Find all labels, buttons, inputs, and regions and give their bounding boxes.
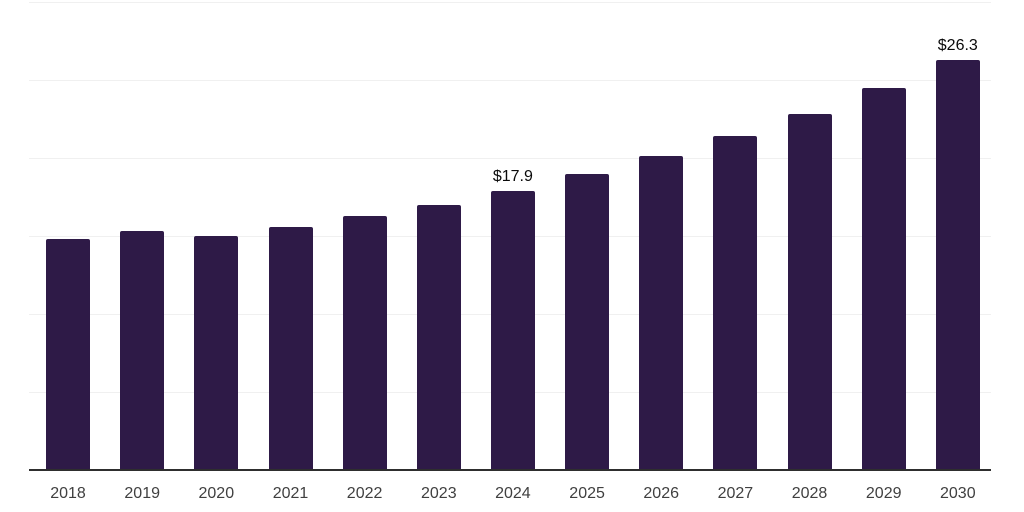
x-tick-label-2029: 2029 — [865, 485, 902, 502]
data-label-2030: $26.3 — [937, 36, 978, 54]
x-tick-label-2020: 2020 — [198, 485, 235, 502]
x-tick-label-2024: 2024 — [495, 485, 531, 502]
bar-2019 — [120, 231, 165, 470]
bar-2023 — [416, 204, 461, 470]
bar-2028 — [787, 114, 832, 470]
gridline-25 — [29, 80, 991, 81]
x-tick-label-2022: 2022 — [346, 485, 383, 502]
x-axis-line — [29, 469, 991, 471]
x-tick-label-2030: 2030 — [940, 485, 976, 502]
x-tick-label-2025: 2025 — [569, 485, 605, 502]
x-tick-label-2026: 2026 — [643, 485, 679, 502]
bar-2029 — [861, 87, 906, 470]
bar-2026 — [639, 156, 684, 470]
gridline-20 — [29, 158, 991, 159]
bar-2018 — [46, 239, 90, 470]
bar-2025 — [565, 173, 610, 470]
data-label-2024: $17.9 — [492, 167, 533, 185]
x-tick-label-2021: 2021 — [272, 485, 309, 502]
x-tick-label-2019: 2019 — [124, 485, 160, 502]
bar-2021 — [268, 226, 313, 470]
bar-2020 — [194, 236, 239, 470]
x-tick-label-2027: 2027 — [717, 485, 754, 502]
bar-2022 — [342, 215, 387, 470]
x-tick-label-2023: 2023 — [421, 485, 457, 502]
x-tick-label-2028: 2028 — [791, 485, 828, 502]
bar-2024 — [490, 190, 535, 470]
bar-2027 — [713, 136, 758, 470]
x-tick-label-2018: 2018 — [50, 485, 86, 502]
gridline-30 — [29, 2, 991, 3]
bar-2030 — [935, 59, 980, 470]
